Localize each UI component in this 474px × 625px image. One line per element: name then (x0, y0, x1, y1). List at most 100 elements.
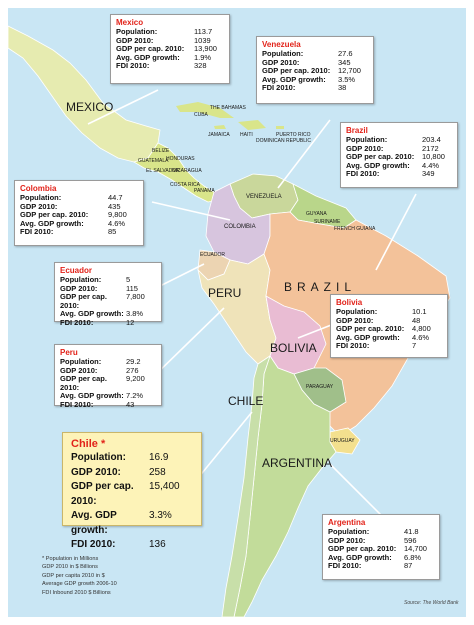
box-row: FDI 2010: 7 (336, 342, 442, 351)
row-label: FDI 2010: (346, 169, 380, 179)
label-el-salvador: EL SALVADOR (146, 168, 180, 174)
label-dominican-republic: DOMINICAN REPUBLIC (256, 138, 312, 144)
row-label: GDP 2010: (60, 365, 98, 375)
row-value: 38 (338, 83, 347, 93)
row-value: 87 (404, 561, 413, 571)
box-title: Chile * (71, 438, 106, 450)
box-row: FDI 2010: 43 (60, 399, 156, 410)
row-value: 4.6% (412, 332, 430, 342)
label-uruguay: URUGUAY (330, 438, 355, 444)
row-label: GDP 2010: (262, 57, 300, 67)
box-row: Avg. GDP growth: 1.9% (116, 52, 224, 63)
row-value: 2172 (422, 143, 439, 153)
box-row: GDP 2010: 345 (262, 57, 368, 68)
label-brazil: BRAZIL (284, 280, 357, 294)
row-value: 1039 (194, 35, 211, 45)
row-label: GDP 2010: (60, 283, 98, 293)
row-label: GDP 2010: (20, 201, 58, 211)
label-costa-rica: COSTA RICA (170, 182, 200, 188)
row-value: 3.3% (149, 510, 172, 521)
info-box-colombia: Colombia Population: 44.7 GDP 2010: 435 GD… (14, 180, 144, 246)
box-row: FDI 2010: 136 (71, 538, 193, 553)
row-value: 14,700 (404, 544, 427, 554)
row-value: 7 (412, 341, 417, 351)
row-label: Population: (336, 307, 378, 316)
row-label: GDP per cap. 2010: (336, 324, 405, 334)
row-value: 113.7 (194, 27, 213, 36)
info-box-ecuador: Ecuador Population: 5 GDP 2010: 115 GDP pe… (54, 262, 162, 327)
info-box-brazil: Brazil Population: 203.4 GDP 2010: 2172 GD… (340, 122, 458, 188)
row-value: 3.8% (126, 309, 144, 319)
label-nicaragua: NICARAGUA (172, 168, 202, 174)
row-label: Avg. GDP growth: (336, 332, 400, 342)
row-value: 596 (404, 535, 417, 545)
box-row: GDP 2010: 1039 (116, 35, 224, 46)
row-value: 3.5% (338, 74, 356, 84)
row-value: 5 (126, 275, 131, 284)
row-label: FDI 2010: (60, 399, 94, 409)
label-guyana: GUYANA (306, 211, 327, 217)
row-value: 435 (108, 201, 121, 211)
row-value: 85 (108, 227, 117, 237)
row-label: GDP 2010: (328, 535, 366, 545)
row-value: 203.4 (422, 135, 441, 144)
row-value: 10.1 (412, 307, 427, 316)
label-mexico: MEXICO (66, 100, 114, 114)
box-row: Avg. GDP growth: 4.6% (336, 332, 442, 343)
label-french-guiana: FRENCH GUIANA (334, 226, 376, 232)
label-paraguay: PARAGUAY (306, 384, 334, 390)
row-label: GDP 2010: (116, 35, 154, 45)
footnote: * Population in Millions GDP 2010 in $ B… (42, 555, 117, 597)
row-value: 29.2 (126, 357, 141, 366)
row-label: Population: (60, 275, 102, 284)
row-value: 27.6 (338, 49, 353, 58)
box-row: Avg. GDP growth: 7.2% (60, 392, 156, 401)
row-value: 13,900 (194, 44, 217, 54)
label-guatemala: GUATEMALA (138, 158, 169, 164)
box-row: FDI 2010: 87 (328, 562, 434, 571)
info-box-bolivia: Bolivia Population: 10.1 GDP 2010: 48 GDP … (330, 294, 448, 358)
row-value: 1.9% (194, 52, 212, 62)
box-row: Population: 113.7 (116, 27, 224, 37)
label-ecuador: ECUADOR (200, 252, 226, 258)
info-box-venezuela: Venezuela Population: 27.6 GDP 2010: 345 G… (256, 36, 374, 104)
box-row: FDI 2010: 38 (262, 84, 368, 93)
row-label: Population: (116, 27, 158, 36)
row-label: Population: (20, 193, 62, 202)
source-credit: Source: The World Bank (404, 600, 459, 606)
row-label: FDI 2010: (328, 561, 362, 571)
row-label: GDP per cap. 2010: (20, 210, 89, 220)
row-label: GDP 2010: (336, 315, 374, 325)
box-row: GDP 2010: 2172 (346, 143, 452, 154)
label-puerto-rico: PUERTO RICO (276, 132, 311, 138)
row-label: Avg. GDP growth: (71, 510, 117, 536)
box-row: Population: 41.8 (328, 527, 434, 537)
row-value: 6.8% (404, 552, 422, 562)
row-label: GDP per cap. 2010: (60, 292, 107, 310)
row-value: 9,200 (126, 374, 145, 384)
label-honduras: HONDURAS (166, 156, 195, 162)
box-row: GDP 2010: 435 (20, 201, 138, 212)
pointer-chile (197, 411, 253, 479)
row-label: FDI 2010: (336, 341, 370, 351)
pointer-colombia (151, 201, 231, 221)
row-label: Avg. GDP growth: (20, 218, 84, 228)
box-title: Brazil (346, 126, 368, 135)
row-value: 349 (422, 169, 435, 179)
box-row: GDP per cap. 2010: 14,700 (328, 545, 434, 554)
box-row: Avg. GDP growth: 3.3% (71, 509, 193, 538)
row-value: 345 (338, 57, 351, 67)
box-row: Population: 10.1 (336, 307, 442, 317)
box-title: Argentina (328, 518, 366, 527)
label-belize: BELIZE (152, 148, 170, 154)
row-label: FDI 2010: (71, 539, 116, 550)
box-row: GDP per cap. 2010: 10,800 (346, 153, 452, 162)
box-row: Avg. GDP growth: 3.5% (262, 74, 368, 85)
label-chile: CHILE (228, 394, 264, 408)
pointer-venezuela (277, 119, 331, 189)
row-label: Avg. GDP growth: (60, 391, 124, 401)
box-row: Population: 44.7 (20, 193, 138, 203)
label-suriname: SURINAME (314, 219, 341, 225)
row-value: 115 (126, 283, 138, 293)
box-title: Venezuela (262, 40, 301, 49)
